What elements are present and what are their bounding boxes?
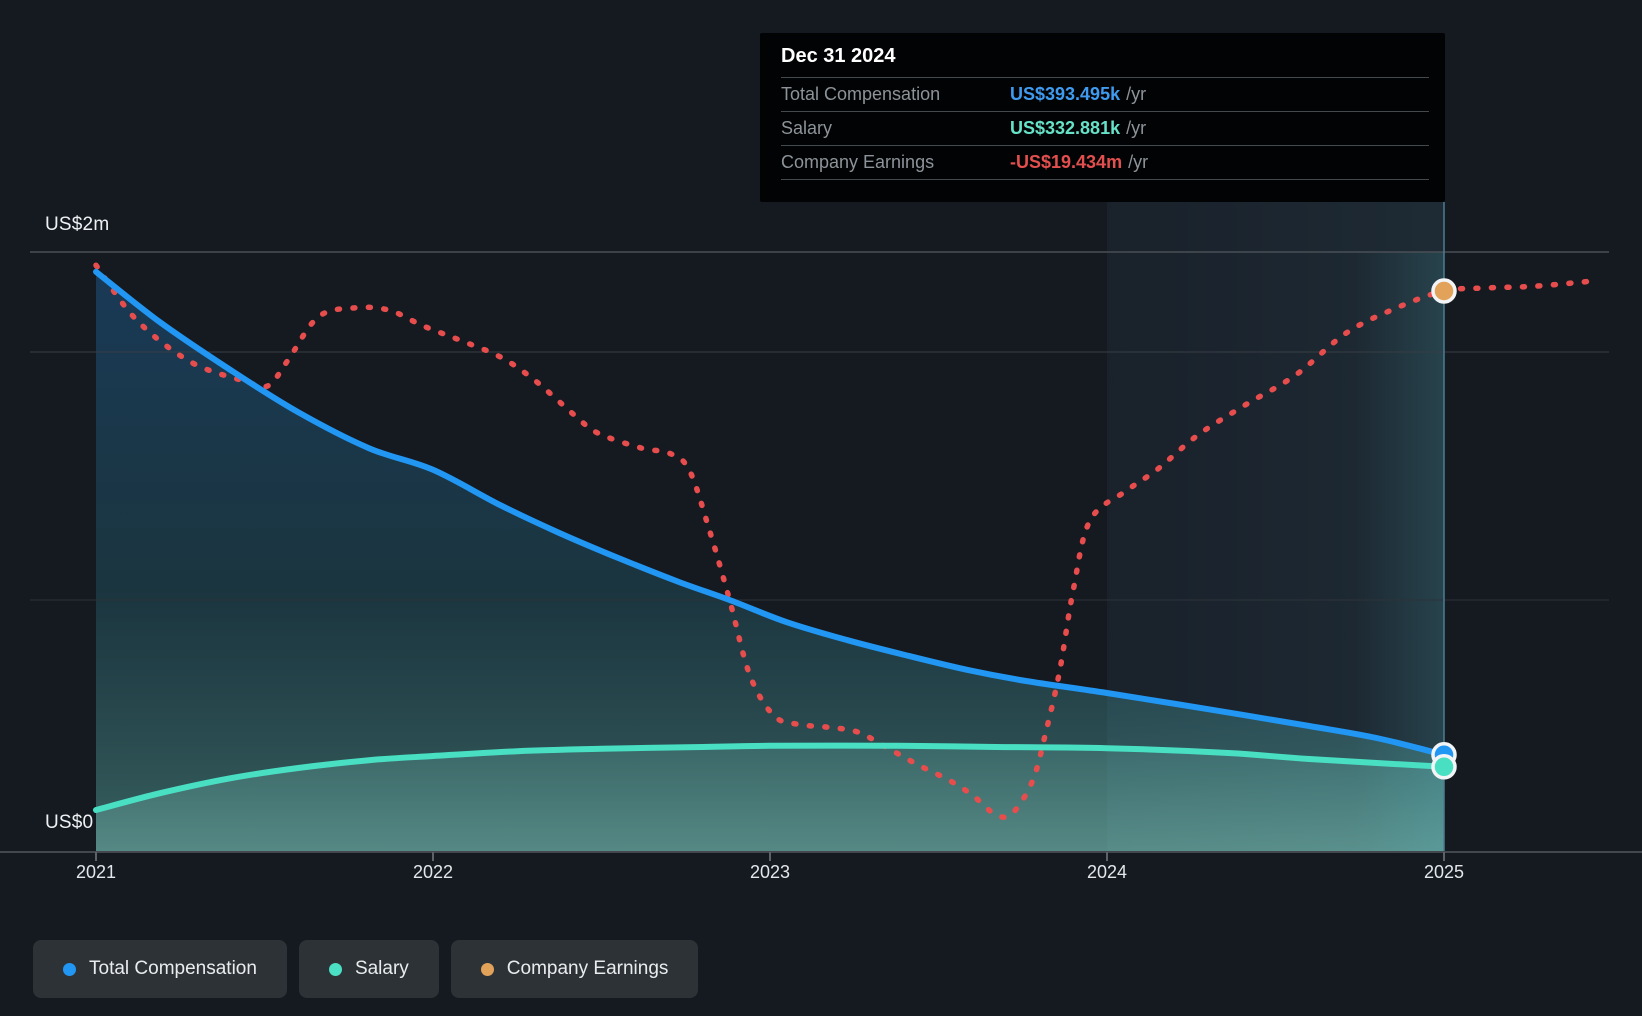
x-axis-label-2025: 2025 bbox=[1423, 862, 1465, 882]
salary-end-marker[interactable] bbox=[1431, 754, 1457, 780]
company-earnings-end-marker[interactable] bbox=[1431, 278, 1457, 304]
legend-color-dot-icon bbox=[63, 962, 76, 976]
legend-item-company-earnings[interactable]: Company Earnings bbox=[450, 940, 699, 998]
tooltip-row-unit: /yr bbox=[1126, 84, 1147, 104]
tooltip-row-label: Company Earnings bbox=[781, 152, 935, 172]
x-axis-label-2022: 2022 bbox=[412, 862, 454, 882]
tooltip-date: Dec 31 2024 bbox=[781, 45, 1429, 78]
total-compensation-area bbox=[96, 271, 1444, 852]
legend-item-label: Salary bbox=[354, 958, 409, 979]
tooltip-row-label: Salary bbox=[781, 118, 833, 138]
salary-line[interactable] bbox=[93, 742, 1447, 813]
y-axis-label-top: US$2m bbox=[45, 214, 110, 235]
legend-item-label: Total Compensation bbox=[89, 958, 257, 979]
tooltip-row-unit: /yr bbox=[1128, 152, 1149, 172]
x-axis-label-2024: 2024 bbox=[1086, 862, 1128, 882]
x-axis-label-2021: 2021 bbox=[75, 862, 117, 882]
tooltip-row-value: -US$19.434m bbox=[1010, 152, 1123, 172]
chart-legend: Total Compensation Salary Company Earnings bbox=[33, 940, 699, 998]
tooltip-row-company-earnings: Company Earnings -US$19.434m/yr bbox=[781, 146, 1429, 180]
legend-item-label: Company Earnings bbox=[506, 958, 669, 979]
x-axis-label-2023: 2023 bbox=[749, 862, 791, 882]
tooltip-row-value: US$393.495k bbox=[1010, 84, 1121, 104]
tooltip-row-unit: /yr bbox=[1126, 118, 1147, 138]
legend-color-dot-icon bbox=[328, 962, 342, 976]
company-earnings-line[interactable] bbox=[93, 262, 1599, 820]
tooltip-row-value: US$332.881k bbox=[1010, 118, 1121, 138]
tooltip-row-label: Total Compensation bbox=[781, 84, 941, 104]
legend-item-salary[interactable]: Salary bbox=[298, 940, 439, 998]
total-compensation-line[interactable] bbox=[93, 268, 1447, 758]
y-axis-label-zero: US$0 bbox=[45, 812, 94, 833]
legend-item-total-compensation[interactable]: Total Compensation bbox=[33, 940, 287, 998]
salary-area bbox=[96, 745, 1444, 852]
legend-color-dot-icon bbox=[480, 962, 494, 976]
tooltip-row-salary: Salary US$332.881k/yr bbox=[781, 112, 1429, 146]
tooltip-row-total-compensation: Total Compensation US$393.495k/yr bbox=[781, 78, 1429, 112]
hover-tooltip: Dec 31 2024 Total Compensation US$393.495… bbox=[760, 33, 1445, 202]
